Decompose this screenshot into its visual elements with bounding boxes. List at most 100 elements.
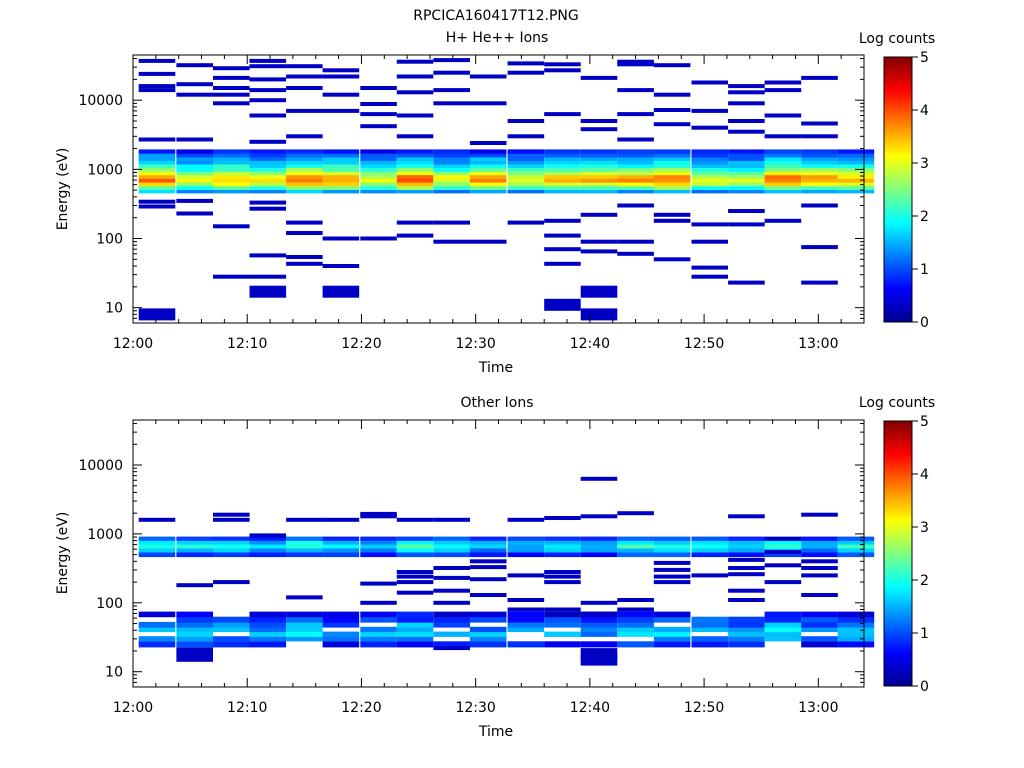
spectrogram-cell	[617, 611, 654, 618]
spectrogram-cell	[837, 153, 875, 158]
spectrogram-cell	[801, 245, 838, 250]
spectrogram-cell	[617, 163, 654, 168]
spectrogram-cell	[507, 185, 545, 190]
spectrogram-cell	[469, 641, 507, 648]
spectrogram-cell	[617, 203, 654, 208]
spectrogram-cell	[396, 189, 434, 194]
spectrogram-cell	[544, 641, 581, 648]
spectrogram-cell	[360, 626, 397, 633]
spectrogram-cell	[728, 544, 765, 549]
spectrogram-cell	[469, 559, 507, 564]
spectrogram-cell	[728, 167, 765, 172]
spectrogram-cell	[580, 160, 618, 165]
spectrogram-cell	[176, 544, 213, 549]
spectrogram-cell	[728, 178, 765, 183]
spectrogram-cell	[249, 641, 287, 648]
spectrogram-cell	[249, 200, 287, 205]
x-tick-label: 12:20	[341, 700, 381, 716]
spectrogram-cell	[396, 574, 434, 579]
colorbar-tick-label: 4	[920, 103, 929, 119]
x-tick-label: 12:50	[684, 700, 724, 716]
x-tick-labels: 12:00 12:10 12:20 12:30 12:40 12:50 13:00	[113, 700, 839, 716]
spectrogram-cell	[176, 63, 213, 68]
spectrogram-cell	[249, 167, 287, 172]
spectrogram-cell	[469, 552, 507, 558]
spectrogram-cell	[580, 119, 618, 123]
spectrogram-cell	[617, 160, 654, 165]
spectrogram-cell	[617, 607, 654, 612]
spectrogram-cell	[691, 573, 728, 578]
spectrogram-cell	[653, 540, 691, 545]
colorbar-tick-label: 0	[920, 679, 929, 695]
spectrogram-cell	[433, 552, 470, 558]
spectrogram-cell	[837, 189, 875, 194]
spectrogram-cell	[138, 636, 176, 642]
spectrogram-cell	[691, 536, 728, 541]
spectrogram-cell	[728, 588, 765, 593]
spectrogram-cell	[176, 92, 213, 97]
spectrogram-cell	[469, 239, 507, 244]
spectrogram-cell	[617, 511, 654, 516]
spectrogram-cell	[286, 517, 323, 522]
spectrogram-cell	[764, 631, 802, 637]
spectrogram-cell	[396, 552, 434, 558]
spectrogram-cell	[138, 308, 176, 321]
spectrogram-cell	[213, 75, 250, 80]
spectrogram-cell	[580, 239, 618, 244]
spectrogram-cell	[433, 70, 470, 75]
spectrogram-cell	[801, 189, 838, 194]
spectrogram-cell	[580, 476, 618, 481]
spectrogram-cell	[801, 641, 838, 648]
spectrogram-cell	[433, 611, 470, 618]
spectrogram-cell	[249, 160, 287, 165]
spectrogram-cell	[433, 153, 470, 158]
spectrogram-cell	[764, 544, 802, 549]
spectrogram-cell	[617, 548, 654, 553]
spectrogram-cell	[728, 222, 765, 227]
spectrogram-cell	[728, 566, 765, 570]
spectrogram-cell	[396, 631, 434, 637]
spectrogram-cell	[176, 174, 213, 179]
spectrogram-cell	[286, 261, 323, 266]
spectrogram-cell	[433, 182, 470, 187]
spectrogram-cell	[138, 189, 176, 194]
spectrogram-cell	[176, 156, 213, 161]
spectrogram-cell	[176, 171, 213, 176]
spectrogram-cell	[580, 185, 618, 190]
spectrogram-cell	[286, 167, 323, 172]
spectrogram-cell	[801, 280, 838, 285]
spectrogram-cell	[469, 74, 507, 79]
spectrogram-cell	[580, 616, 618, 623]
spectrogram-cell	[322, 641, 360, 648]
spectrogram-cell	[653, 636, 691, 642]
spectrogram-cell	[801, 134, 838, 139]
spectrogram-cell	[433, 163, 470, 168]
spectrogram-cell	[801, 616, 838, 623]
spectrogram-cell	[837, 552, 875, 558]
spectrogram-cell	[249, 552, 287, 558]
spectrogram-cell	[653, 212, 691, 217]
spectrogram-cell	[213, 156, 250, 161]
spectrogram-cell	[286, 149, 323, 154]
spectrogram-cell	[433, 631, 470, 637]
spectrogram-cell	[764, 156, 802, 161]
spectrogram-cell	[396, 517, 434, 522]
spectrogram-cell	[176, 616, 213, 623]
spectrogram-cell	[764, 536, 802, 541]
spectrogram-cell	[469, 626, 507, 633]
spectrogram-cell	[837, 174, 875, 179]
spectrogram-cell	[544, 171, 581, 176]
spectrogram-cell	[396, 149, 434, 154]
spectrogram-cell	[138, 540, 176, 545]
spectrogram-cell	[728, 536, 765, 541]
y-axis-label: Energy (eV)	[55, 148, 71, 231]
spectrogram-cell	[322, 108, 360, 113]
spectrogram-cell	[469, 160, 507, 165]
spectrogram-cell	[469, 185, 507, 190]
spectrogram-cell	[322, 536, 360, 541]
spectrogram-cell	[322, 616, 360, 623]
spectrogram-cell	[617, 178, 654, 183]
colorbar-label: Log counts	[859, 395, 935, 411]
spectrogram-cell	[653, 160, 691, 165]
